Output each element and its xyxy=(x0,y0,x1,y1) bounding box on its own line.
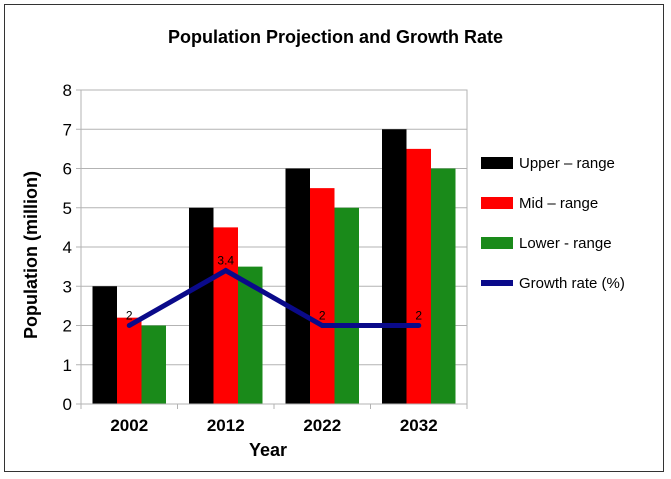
growth-line: 2 3.4 2 2 xyxy=(126,254,422,328)
y-tick-label: 1 xyxy=(63,356,72,375)
line-point xyxy=(223,268,229,274)
y-tick-label: 0 xyxy=(63,395,72,414)
x-tick-label: 2032 xyxy=(400,416,438,435)
growth-rate-line xyxy=(128,267,419,328)
bars xyxy=(92,129,456,404)
data-label: 3.4 xyxy=(217,254,234,268)
legend-swatch xyxy=(481,197,513,209)
chart-title: Population Projection and Growth Rate xyxy=(167,27,503,47)
y-tick-label: 2 xyxy=(63,317,72,336)
line-point xyxy=(126,323,132,328)
y-tick-label: 8 xyxy=(63,81,72,100)
line-point xyxy=(319,323,325,328)
bar xyxy=(382,129,407,404)
legend-label: Upper – range xyxy=(519,155,615,172)
legend: Upper – range Mid – range Lower - range Gro… xyxy=(481,155,625,292)
bar xyxy=(285,168,310,404)
x-tick-label: 2022 xyxy=(303,416,341,435)
x-tick-label: 2012 xyxy=(207,416,245,435)
data-label: 2 xyxy=(126,309,133,323)
bar xyxy=(92,286,117,404)
legend-label: Lower - range xyxy=(519,235,612,252)
bar xyxy=(406,148,431,404)
legend-label: Mid – range xyxy=(519,195,598,212)
bar xyxy=(310,188,335,404)
bar xyxy=(141,325,166,404)
y-tick-label: 5 xyxy=(63,199,72,218)
data-label: 2 xyxy=(415,309,422,323)
bar xyxy=(189,207,214,404)
x-tick-label: 2002 xyxy=(110,416,148,435)
data-label: 2 xyxy=(319,309,326,323)
bar xyxy=(117,317,142,404)
legend-swatch xyxy=(481,237,513,249)
legend-swatch xyxy=(481,157,513,169)
bar xyxy=(431,168,456,404)
axes: 0 1 2 3 4 5 6 7 8 2002 2012 2022 2032 xyxy=(63,81,468,435)
y-axis-label: Population (million) xyxy=(21,171,41,339)
line-point xyxy=(416,323,422,328)
bar xyxy=(213,227,238,404)
x-axis-label: Year xyxy=(249,440,287,460)
legend-swatch xyxy=(481,280,513,286)
legend-label: Growth rate (%) xyxy=(519,275,625,292)
y-tick-label: 3 xyxy=(63,277,72,296)
bar xyxy=(334,207,359,404)
y-tick-label: 7 xyxy=(63,120,72,139)
y-tick-label: 6 xyxy=(63,160,72,179)
y-tick-label: 4 xyxy=(63,238,72,257)
